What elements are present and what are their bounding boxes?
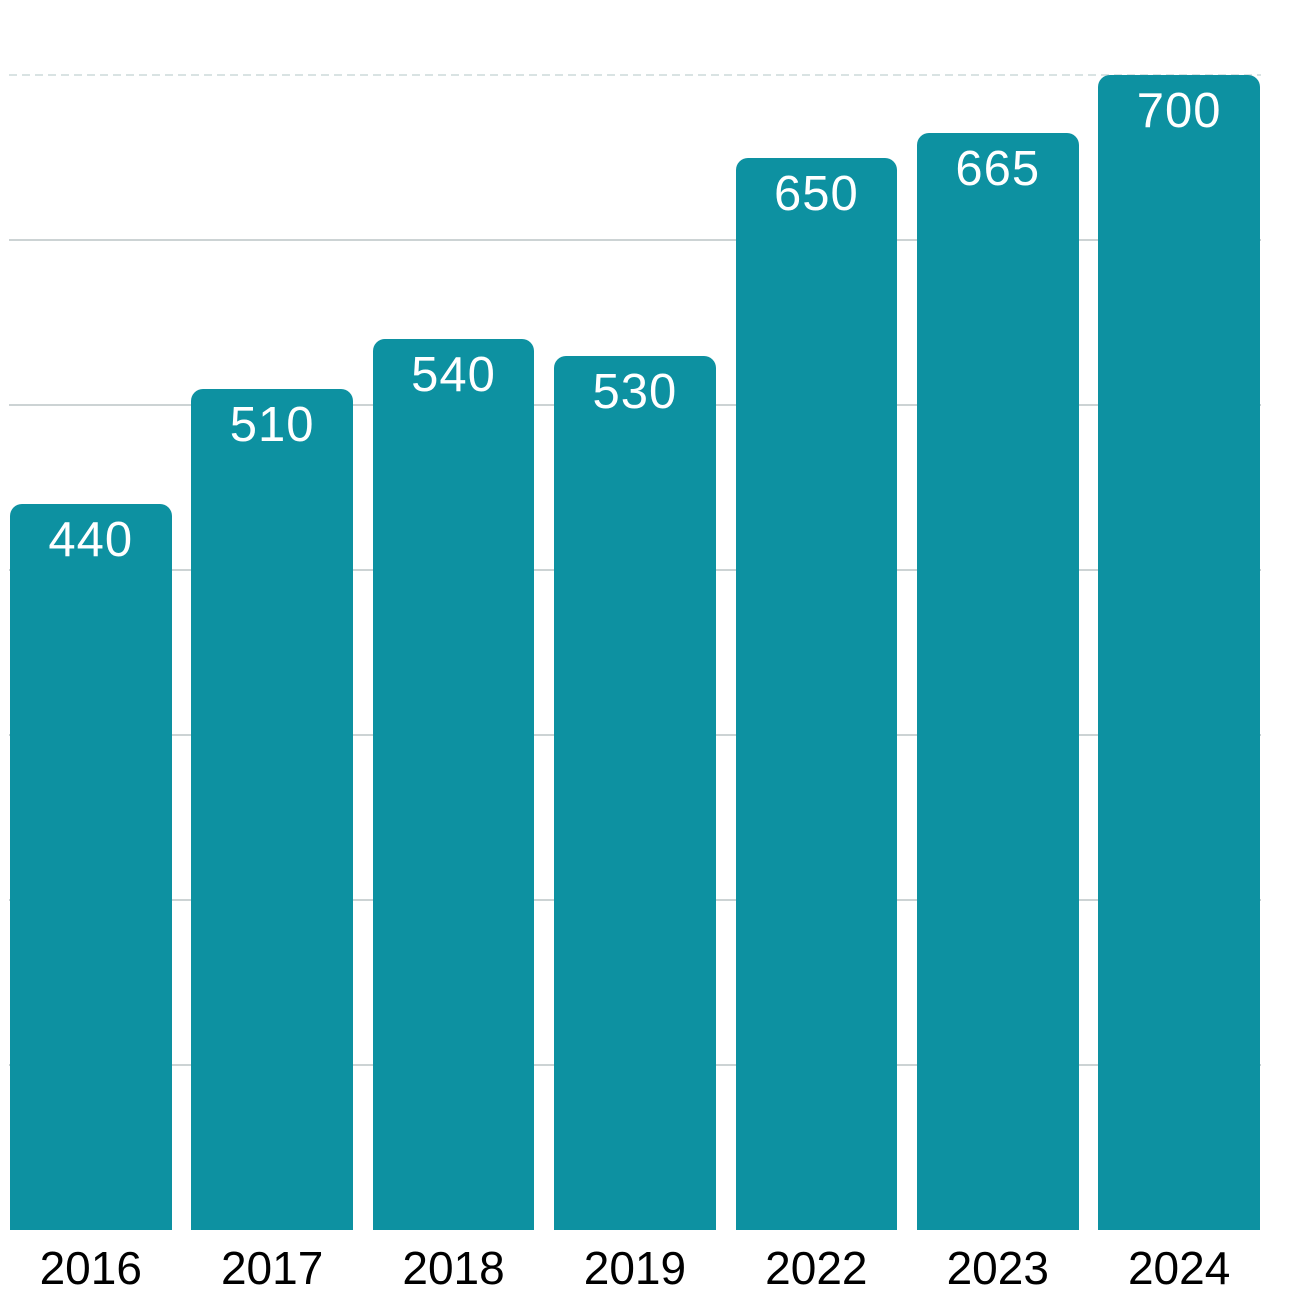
bar-2019: 530 bbox=[554, 355, 716, 1230]
bar-value-label: 650 bbox=[773, 166, 859, 221]
x-axis-label-2017: 2017 bbox=[220, 1242, 324, 1294]
bar-value-label: 540 bbox=[411, 348, 496, 402]
bar-value-label: 440 bbox=[48, 513, 134, 567]
x-axis-label-2023: 2023 bbox=[946, 1242, 1049, 1294]
bar-2023: 665 bbox=[917, 132, 1079, 1230]
x-axis-label-2016: 2016 bbox=[39, 1242, 142, 1294]
bar-value-label: 665 bbox=[955, 141, 1041, 196]
bar-2022: 650 bbox=[735, 157, 898, 1230]
x-axis-label-2018: 2018 bbox=[402, 1242, 505, 1294]
gridline-600 bbox=[9, 239, 1261, 241]
bar-2018: 540 bbox=[372, 339, 535, 1230]
bar-2017: 510 bbox=[191, 388, 353, 1230]
bar-2016: 440 bbox=[10, 504, 172, 1230]
x-axis-label-2022: 2022 bbox=[765, 1242, 868, 1294]
bar-value-label: 530 bbox=[592, 364, 678, 419]
x-axis-label-2024: 2024 bbox=[1127, 1242, 1231, 1294]
bar-2024: 700 bbox=[1098, 75, 1260, 1230]
bar-value-label: 510 bbox=[229, 397, 315, 452]
x-axis-label-2019: 2019 bbox=[583, 1242, 687, 1294]
bar-value-label: 700 bbox=[1136, 84, 1222, 138]
gridline-dashed-700 bbox=[9, 74, 1261, 76]
